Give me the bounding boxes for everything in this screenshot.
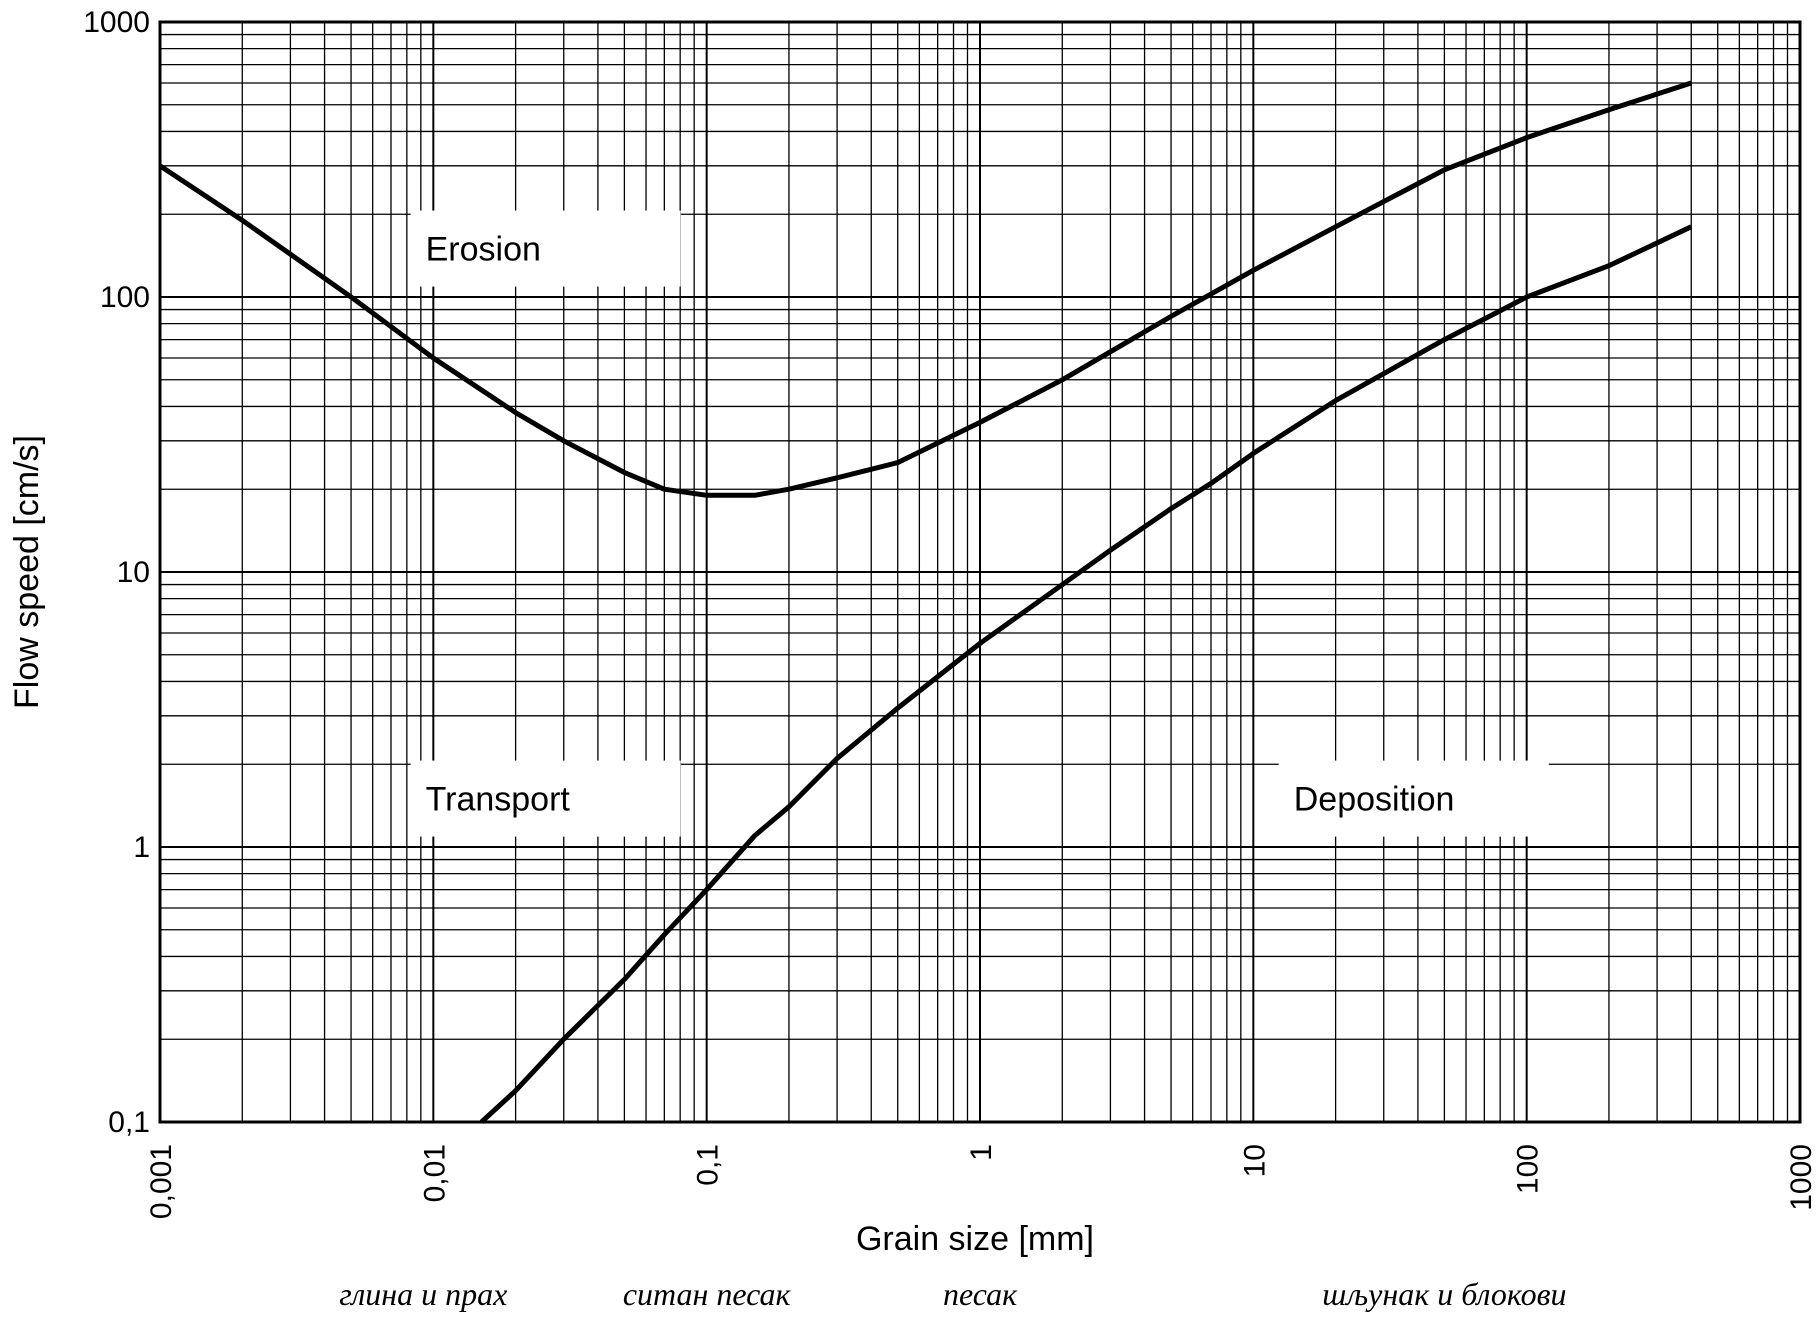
category-label: песак	[943, 1276, 1018, 1312]
region-labels: Erosion Transport Deposition	[410, 210, 1549, 837]
deposition-label: Deposition	[1294, 781, 1455, 819]
y-axis-ticks: 0,1 1 10 100 1000	[83, 6, 150, 1139]
category-label: шљунак и блокови	[1322, 1276, 1566, 1312]
y-tick-label: 10	[117, 556, 150, 589]
x-tick-label: 10	[1238, 1144, 1271, 1177]
series	[158, 80, 1693, 1124]
deposition-curve	[479, 224, 1693, 1124]
x-axis-title: Grain size [mm]	[856, 1220, 1094, 1258]
x-tick-label: 0,1	[692, 1144, 725, 1186]
x-tick-label: 0,001	[145, 1144, 178, 1219]
erosion-curve	[158, 80, 1692, 498]
erosion-label-box	[410, 210, 681, 287]
category-label: глина и прах	[339, 1276, 507, 1312]
y-tick-label: 1000	[83, 6, 150, 39]
category-label: ситан песак	[623, 1276, 792, 1312]
transport-label-box	[410, 760, 681, 837]
x-tick-label: 1	[965, 1144, 998, 1161]
deposition-label-box	[1278, 760, 1549, 837]
x-axis-ticks: 0,001 0,01 0,1 1 10 100 1000	[145, 1144, 1818, 1219]
y-axis-title: Flow speed [cm/s]	[8, 435, 46, 709]
y-tick-label: 0,1	[108, 1106, 150, 1139]
grain-categories: глина и прах ситан песак песак шљунак и …	[339, 1276, 1566, 1312]
y-tick-label: 100	[100, 281, 150, 314]
transport-label: Transport	[426, 781, 571, 819]
x-tick-label: 1000	[1785, 1144, 1818, 1211]
y-tick-label: 1	[133, 831, 150, 864]
x-tick-label: 0,01	[418, 1144, 451, 1202]
grid	[159, 22, 1800, 1123]
plot-frame	[158, 20, 1802, 1124]
erosion-label: Erosion	[426, 231, 541, 269]
x-tick-label: 100	[1512, 1144, 1545, 1194]
